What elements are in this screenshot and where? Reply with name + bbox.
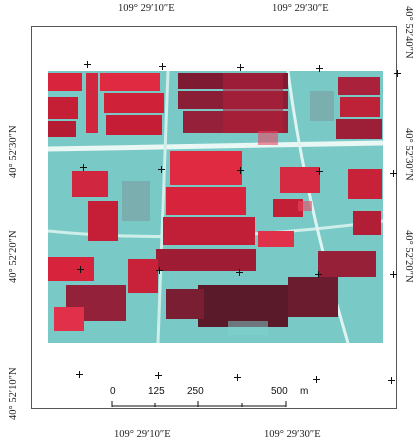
- grid-cross: [77, 266, 84, 273]
- satellite-image: [48, 71, 383, 343]
- scale-tick-label-0: 0: [110, 386, 116, 397]
- grid-cross: [388, 377, 395, 384]
- scale-unit-label: m: [300, 386, 309, 397]
- top-longitude-label-2: 109° 29′30″E: [272, 3, 329, 14]
- left-latitude-label-1: 40° 52′30″N: [8, 125, 19, 178]
- scale-tick-label-125: 125: [148, 386, 165, 397]
- grid-cross: [236, 269, 243, 276]
- grid-cross: [156, 267, 163, 274]
- grid-cross: [394, 70, 401, 77]
- grid-cross: [390, 170, 397, 177]
- grid-cross: [155, 372, 162, 379]
- grid-cross: [234, 374, 241, 381]
- grid-cross: [315, 271, 322, 278]
- bottom-longitude-label-2: 109° 29′30″E: [264, 429, 321, 440]
- grid-cross: [237, 64, 244, 71]
- scale-tick-label-500: 500: [271, 386, 288, 397]
- grid-cross: [80, 164, 87, 171]
- scale-tick-label-250: 250: [187, 386, 204, 397]
- grid-cross: [390, 271, 397, 278]
- bottom-longitude-label-1: 109° 29′10″E: [114, 429, 171, 440]
- map-frame: [31, 26, 397, 409]
- grid-cross: [159, 63, 166, 70]
- left-latitude-label-2: 40° 52′20″N: [8, 230, 19, 283]
- grid-cross: [76, 371, 83, 378]
- grid-cross: [316, 65, 323, 72]
- grid-cross: [313, 376, 320, 383]
- scale-bar-line: [111, 401, 287, 407]
- grid-cross: [316, 168, 323, 175]
- top-longitude-label-1: 109° 29′10″E: [118, 3, 175, 14]
- grid-cross: [158, 166, 165, 173]
- grid-cross: [237, 167, 244, 174]
- left-latitude-label-3: 40° 52′10″N: [8, 367, 19, 420]
- field: [48, 73, 82, 91]
- right-latitude-label-2: 40° 52′30″N: [403, 128, 414, 181]
- grid-cross: [84, 61, 91, 68]
- right-latitude-label-1: 40° 52′40″N: [403, 6, 414, 59]
- right-latitude-label-3: 40° 52′20″N: [403, 230, 414, 283]
